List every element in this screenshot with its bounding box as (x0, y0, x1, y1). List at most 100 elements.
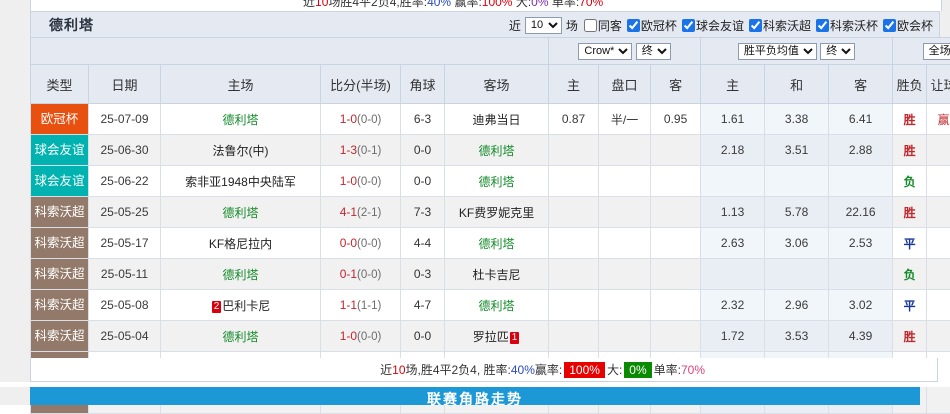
row-home-team[interactable]: KF格尼拉内 (161, 228, 321, 259)
result-marker: 胜 (904, 330, 916, 344)
result-marker: 胜 (904, 113, 916, 127)
row-home-team[interactable]: 德利塔 (161, 197, 321, 228)
odds-type-select[interactable]: 胜平负均值 (738, 43, 817, 60)
row-handicap-home (549, 166, 599, 197)
row-away-team[interactable]: 杜卡吉尼 (445, 259, 549, 290)
row-competition-badge[interactable]: 科索沃超 (31, 321, 89, 352)
row-result: 平 (893, 290, 927, 321)
match-count-select[interactable]: 10 (525, 17, 562, 34)
row-away-team[interactable]: 德利塔 (445, 135, 549, 166)
competition-filter-conf[interactable]: 欧会杯 (881, 17, 933, 34)
company-stage-select[interactable]: 终 (636, 43, 671, 60)
same-away-checkbox[interactable] (584, 19, 597, 32)
row-handicap-result (927, 228, 950, 259)
row-euro-home: 2.18 (701, 135, 765, 166)
row-home-team[interactable]: 法鲁尔(中) (161, 135, 321, 166)
col-home: 主场 (161, 65, 321, 104)
summary-p2: 场,胜4平2负4, 胜率: (406, 361, 511, 378)
clip-seg6: 100% (482, 0, 513, 9)
summary-matches: 10 (392, 363, 405, 377)
competition-badge: 科索沃超 (31, 290, 88, 320)
result-marker: 负 (904, 175, 916, 189)
company-select[interactable]: Crow* (578, 43, 632, 60)
row-handicap-home (549, 135, 599, 166)
competition-filter-ksuper[interactable]: 科索沃超 (747, 17, 811, 34)
row-competition-badge[interactable]: 球会友谊 (31, 166, 89, 197)
competition-checkbox-friendly[interactable] (682, 19, 695, 32)
row-score[interactable]: 1-0(0-0) (321, 104, 401, 135)
away-team-name: 德利塔 (479, 237, 515, 251)
row-handicap-home (549, 259, 599, 290)
scope-select[interactable]: 全场 (923, 43, 950, 60)
row-home-team[interactable]: 德利塔 (161, 104, 321, 135)
row-score[interactable]: 1-1(1-1) (321, 290, 401, 321)
row-euro-away: 2.53 (829, 228, 893, 259)
row-away-team[interactable]: KF费罗妮克里 (445, 197, 549, 228)
row-home-team[interactable]: 德利塔 (161, 321, 321, 352)
row-date: 25-06-22 (89, 166, 161, 197)
row-score[interactable]: 0-0(0-0) (321, 228, 401, 259)
europe-odds-selector-cell: 胜平负均值 终 (701, 38, 893, 65)
col-result: 胜负 (893, 65, 927, 104)
row-away-team[interactable]: 德利塔 (445, 290, 549, 321)
league-trend-bar[interactable]: 联赛角路走势 (30, 387, 920, 405)
row-competition-badge[interactable]: 科索沃超 (31, 228, 89, 259)
odds-stage-select[interactable]: 终 (820, 43, 855, 60)
row-result: 胜 (893, 135, 927, 166)
row-home-team[interactable]: 德利塔 (161, 259, 321, 290)
clip-seg7: 大: (512, 0, 531, 9)
competition-filter-friendly[interactable]: 球会友谊 (680, 17, 744, 34)
near-label: 近 (508, 17, 522, 34)
row-score[interactable]: 4-1(2-1) (321, 197, 401, 228)
red-card-badge: 2 (212, 301, 222, 313)
competition-filter-ocl[interactable]: 欧冠杯 (625, 17, 677, 34)
same-away-checkbox-wrap[interactable]: 同客 (582, 17, 622, 34)
competition-badge: 欧冠杯 (31, 104, 88, 134)
competition-checkbox-kcup[interactable] (816, 19, 829, 32)
row-competition-badge[interactable]: 球会友谊 (31, 135, 89, 166)
home-team-name: 法鲁尔(中) (213, 144, 269, 158)
row-handicap-line (599, 197, 651, 228)
home-team-name: 德利塔 (222, 113, 258, 127)
row-euro-home: 2.63 (701, 228, 765, 259)
row-score[interactable]: 0-1(0-0) (321, 259, 401, 290)
selector-spacer (31, 38, 549, 65)
col-handicap-line: 盘口 (599, 65, 651, 104)
row-away-team[interactable]: 德利塔 (445, 166, 549, 197)
competition-checkbox-ocl[interactable] (627, 19, 640, 32)
row-home-team[interactable]: 索非亚1948中央陆军 (161, 166, 321, 197)
row-score[interactable]: 1-0(0-0) (321, 166, 401, 197)
row-score[interactable]: 1-0(0-0) (321, 321, 401, 352)
row-handicap-away (651, 166, 701, 197)
competition-checkbox-conf[interactable] (883, 19, 896, 32)
league-trend-label: 联赛角路走势 (30, 389, 920, 405)
row-score[interactable]: 1-3(0-1) (321, 135, 401, 166)
row-handicap-result (927, 197, 950, 228)
row-handicap-away (651, 259, 701, 290)
result-marker: 平 (904, 299, 916, 313)
row-competition-badge[interactable]: 科索沃超 (31, 259, 89, 290)
row-competition-badge[interactable]: 科索沃超 (31, 197, 89, 228)
row-away-team[interactable]: 迪弗当日 (445, 104, 549, 135)
row-euro-draw: 3.06 (765, 228, 829, 259)
row-competition-badge[interactable]: 欧冠杯 (31, 104, 89, 135)
competition-badge: 科索沃超 (31, 321, 88, 351)
competition-checkbox-ksuper[interactable] (749, 19, 762, 32)
column-header-row: 类型 日期 主场 比分(半场) 角球 客场 主 盘口 客 主 和 客 胜负 让球… (31, 65, 950, 104)
away-team-name: 罗拉匹 (473, 330, 509, 344)
competition-filter-kcup[interactable]: 科索沃杯 (814, 17, 878, 34)
row-euro-draw: 3.53 (765, 321, 829, 352)
half-score: (1-1) (357, 300, 381, 312)
row-away-team[interactable]: 德利塔 (445, 228, 549, 259)
row-competition-badge[interactable]: 科索沃超 (31, 290, 89, 321)
